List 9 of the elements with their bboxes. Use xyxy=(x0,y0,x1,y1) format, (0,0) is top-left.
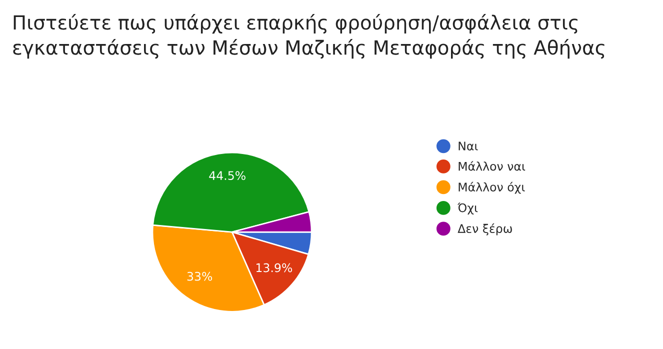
legend-label: Ναι xyxy=(458,142,478,150)
data-label: 33% xyxy=(187,272,212,281)
data-label: 13.9% xyxy=(256,263,292,272)
legend-label: Όχι xyxy=(458,202,478,215)
legend-label: Μάλλον ναι xyxy=(458,161,526,171)
legend-label: Δεν ξέρω xyxy=(458,223,512,236)
chart-title: Πιστεύετε πως υπάρχει επαρκής φρούρηση/ασφάλεια στις εγκαταστάσεις των Μέσων Μαζικής Μεταφοράς της Αθήνας xyxy=(13,14,604,59)
legend-label: Μάλλον όχι xyxy=(458,182,525,194)
data-label: 44.5% xyxy=(209,171,246,180)
